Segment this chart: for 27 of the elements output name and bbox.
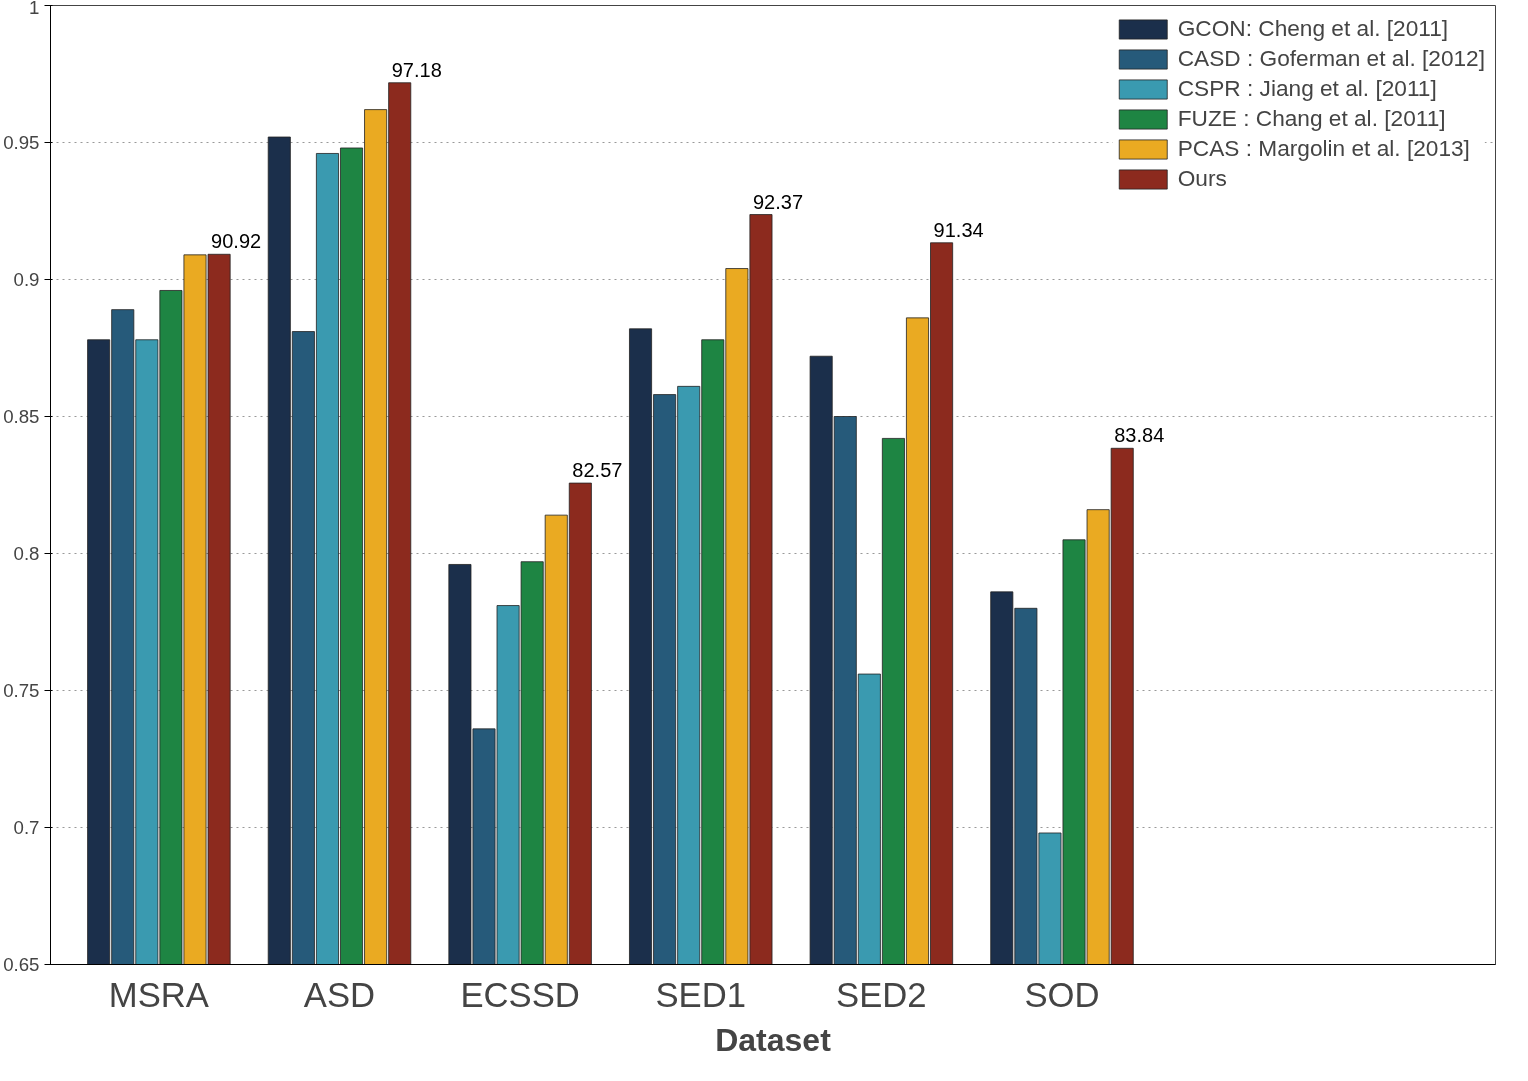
x-tick-label: ECSSD xyxy=(460,975,580,1014)
annotation: 91.34 xyxy=(933,218,984,241)
legend-label: Ours xyxy=(1177,165,1227,192)
annotation: 82.57 xyxy=(572,459,623,482)
x-axis-title: Dataset xyxy=(715,1021,832,1058)
annotation: 83.84 xyxy=(1114,424,1165,447)
x-tick-label: SED2 xyxy=(836,975,927,1014)
y-tick-label: 0.7 xyxy=(13,817,40,838)
legend-label: CSPR : Jiang et al. [2011] xyxy=(1177,75,1437,102)
legend-label: CASD : Goferman et al. [2012] xyxy=(1177,45,1485,72)
legend-label: PCAS : Margolin et al. [2013] xyxy=(1177,135,1470,162)
annotation: 92.37 xyxy=(752,190,804,213)
y-tick-label: 0.75 xyxy=(3,680,40,701)
y-tick-label: 0.85 xyxy=(3,406,40,427)
legend-label: GCON: Cheng et al. [2011] xyxy=(1177,15,1449,42)
y-tick-label: 0.65 xyxy=(3,954,40,975)
x-tick-label: SOD xyxy=(1024,975,1100,1014)
y-tick-label: 0.8 xyxy=(13,543,40,564)
legend-label: FUZE : Chang et al. [2011] xyxy=(1177,105,1446,132)
x-tick-label: SED1 xyxy=(655,975,747,1014)
y-tick-label: 1 xyxy=(29,0,40,18)
annotation: 97.18 xyxy=(391,58,442,81)
annotation: 90.92 xyxy=(211,230,262,253)
x-tick-label: ASD xyxy=(303,975,376,1014)
x-tick-label: MSRA xyxy=(108,975,210,1014)
y-tick-label: 0.9 xyxy=(13,269,40,290)
y-tick-label: 0.95 xyxy=(3,132,40,153)
